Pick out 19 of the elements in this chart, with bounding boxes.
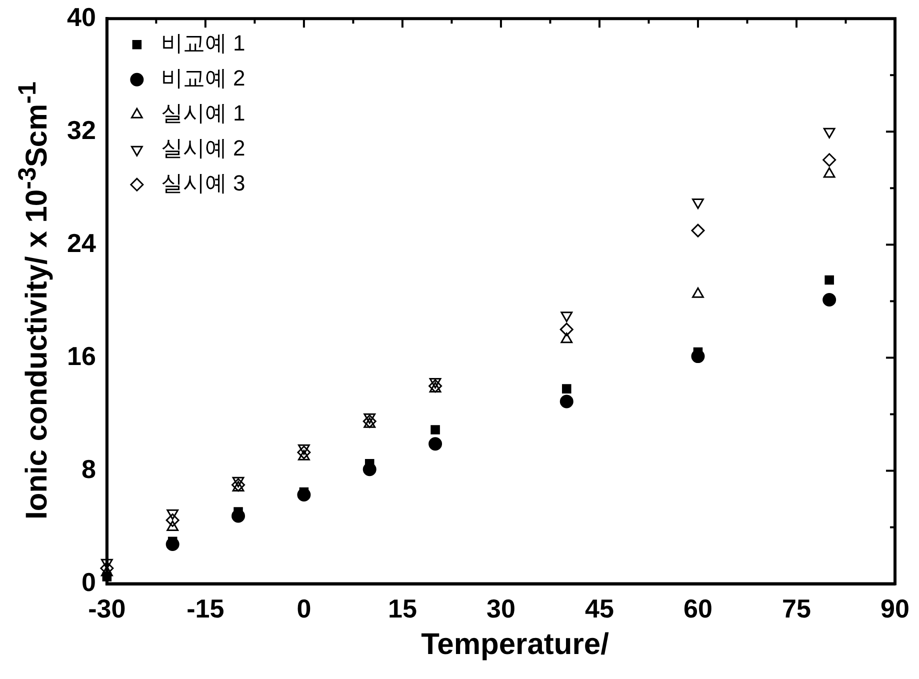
x-tick-label: 30 — [486, 594, 516, 624]
y-tick-label: 24 — [67, 228, 96, 258]
legend-label: 비교예 2 — [160, 66, 246, 91]
x-tick-label: 45 — [585, 594, 614, 624]
y-tick-label: 32 — [67, 114, 96, 145]
y-tick-label: 40 — [67, 2, 96, 32]
legend-label: 실시예 1 — [160, 100, 246, 126]
x-tick-label: 15 — [388, 594, 417, 624]
legend-label: 비교예 1 — [160, 30, 246, 56]
y-tick-label: 16 — [67, 340, 96, 371]
legend-label: 실시예 2 — [160, 136, 246, 161]
y-tick-label: 8 — [81, 454, 96, 484]
x-tick-label: 0 — [296, 594, 312, 624]
x-axis-title: Temperature/ — [420, 628, 610, 662]
x-tick-label: -15 — [186, 594, 224, 624]
x-tick-label: 75 — [782, 594, 811, 624]
x-tick-label: 60 — [684, 594, 712, 624]
x-tick-label: 90 — [880, 594, 910, 624]
legend-label: 실시예 3 — [160, 170, 246, 196]
